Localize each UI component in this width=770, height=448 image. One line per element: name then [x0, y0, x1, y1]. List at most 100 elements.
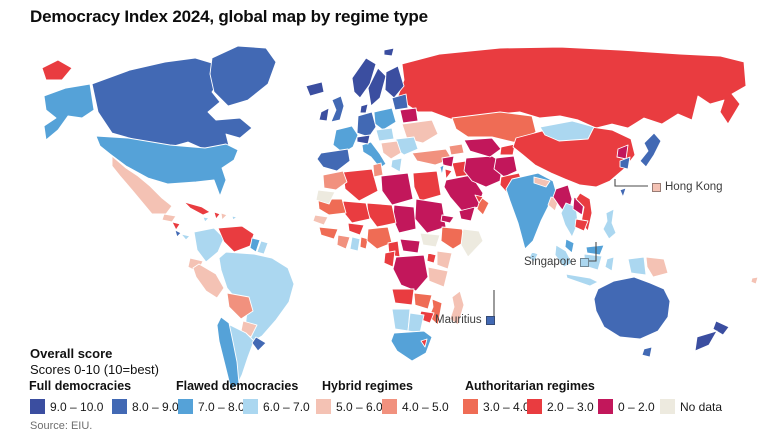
legend-item-4-5: 4.0 – 5.0: [382, 399, 449, 414]
region-peru: [192, 263, 225, 299]
region-bolivia: [226, 292, 254, 320]
region-angola: [391, 288, 415, 306]
region-drc: [392, 254, 429, 292]
region-ethiopia: [440, 226, 467, 250]
region-france: [332, 125, 359, 154]
legend-swatch-0-2: [598, 399, 613, 414]
region-libya: [380, 172, 414, 206]
region-chile: [216, 316, 240, 390]
region-alaska: [43, 83, 95, 141]
region-cuba: [183, 201, 211, 216]
region-burkina-faso: [347, 222, 365, 236]
legend-range-6-7: 6.0 – 7.0: [263, 399, 310, 414]
region-nicaragua: [171, 221, 181, 231]
region-finland: [384, 65, 405, 99]
region-puerto-rico: [231, 215, 238, 221]
legend-range-2-3: 2.0 – 3.0: [547, 399, 594, 414]
region-chad: [392, 204, 417, 234]
legend-title: Overall score: [30, 346, 113, 361]
region-mali: [342, 200, 371, 224]
region-syria: [441, 155, 455, 168]
legend-swatch-7-8: [178, 399, 193, 414]
hong-kong-swatch: [652, 182, 661, 192]
region-niger: [366, 202, 397, 228]
region-ireland: [318, 107, 330, 122]
region-kyrgyzstan-tajikistan: [499, 143, 516, 156]
region-cambodia: [574, 218, 589, 232]
hong-kong-label: Hong Kong: [652, 181, 723, 193]
region-central-african-republic: [399, 238, 421, 254]
region-south-sudan: [419, 232, 441, 248]
region-indonesia-sulawesi: [604, 256, 615, 272]
region-new-zealand-south: [694, 330, 718, 352]
region-balkans: [380, 140, 402, 160]
legend-range-5-6: 5.0 – 6.0: [336, 399, 383, 414]
region-nigeria: [366, 226, 393, 250]
legend-swatch-no-data: [660, 399, 675, 414]
legend-swatch-3-4: [463, 399, 478, 414]
singapore-label: Singapore: [524, 256, 590, 268]
region-czech-hungary: [375, 127, 395, 142]
legend-item-no-data: No data: [660, 399, 722, 414]
region-turkmenistan-uzbekistan: [463, 137, 502, 158]
legend-swatch-6-7: [243, 399, 258, 414]
region-western-sahara: [315, 189, 336, 205]
region-senegal: [312, 214, 329, 226]
legend-swatch-2-3: [527, 399, 542, 414]
legend-item-8-9: 8.0 – 9.0: [112, 399, 179, 414]
region-zambia: [413, 292, 433, 310]
region-germany: [356, 111, 377, 138]
region-tanzania: [427, 266, 449, 288]
region-namibia: [391, 308, 411, 332]
legend-range-3-4: 3.0 – 4.0: [483, 399, 530, 414]
mauritius-label: Mauritius: [435, 314, 495, 326]
legend-item-6-7: 6.0 – 7.0: [243, 399, 310, 414]
mauritius-swatch: [485, 315, 495, 325]
region-fiji: [750, 276, 759, 285]
region-usa: [95, 135, 239, 197]
region-malaysia-borneo: [585, 244, 605, 256]
legend-item-7-8: 7.0 – 8.0: [178, 399, 245, 414]
region-guatemala: [161, 213, 177, 223]
region-papua-new-guinea: [645, 256, 669, 278]
region-caucasus: [448, 143, 465, 156]
legend-header-hybrid-regimes: Hybrid regimes: [322, 379, 414, 393]
region-madagascar: [449, 290, 465, 326]
region-india: [505, 172, 558, 250]
region-chukotka: [41, 59, 73, 81]
region-indonesia-west-papua: [627, 256, 647, 276]
region-poland: [373, 107, 397, 131]
region-dominican-republic: [220, 212, 228, 221]
legend-swatch-5-6: [316, 399, 331, 414]
region-uae: [474, 194, 484, 204]
region-botswana: [407, 312, 425, 334]
region-indonesia-java: [565, 273, 599, 287]
region-svalbard: [383, 47, 395, 57]
region-japan: [639, 132, 662, 168]
region-costa-rica: [174, 229, 182, 238]
region-alpine: [356, 134, 371, 145]
region-iran: [463, 155, 504, 188]
legend-swatch-8-9: [112, 399, 127, 414]
region-philippines: [602, 208, 617, 240]
legend-range-7-8: 7.0 – 8.0: [198, 399, 245, 414]
region-iceland: [305, 81, 325, 97]
legend-item-3-4: 3.0 – 4.0: [463, 399, 530, 414]
region-togo-benin: [359, 236, 369, 250]
region-iberia: [316, 148, 351, 172]
region-colombia: [193, 227, 225, 263]
region-haiti: [213, 211, 221, 220]
region-guinea: [318, 226, 339, 240]
region-south-africa: [390, 330, 433, 362]
page-title: Democracy Index 2024, global map by regi…: [30, 7, 428, 26]
region-sri-lanka: [528, 251, 539, 263]
region-afghanistan: [493, 155, 518, 178]
region-baltics: [391, 93, 409, 111]
region-south-korea: [619, 156, 631, 170]
region-uruguay: [251, 336, 267, 352]
region-ivory-coast: [336, 234, 351, 250]
legend-item-0-2: 0 – 2.0: [598, 399, 655, 414]
region-taiwan: [619, 187, 627, 198]
